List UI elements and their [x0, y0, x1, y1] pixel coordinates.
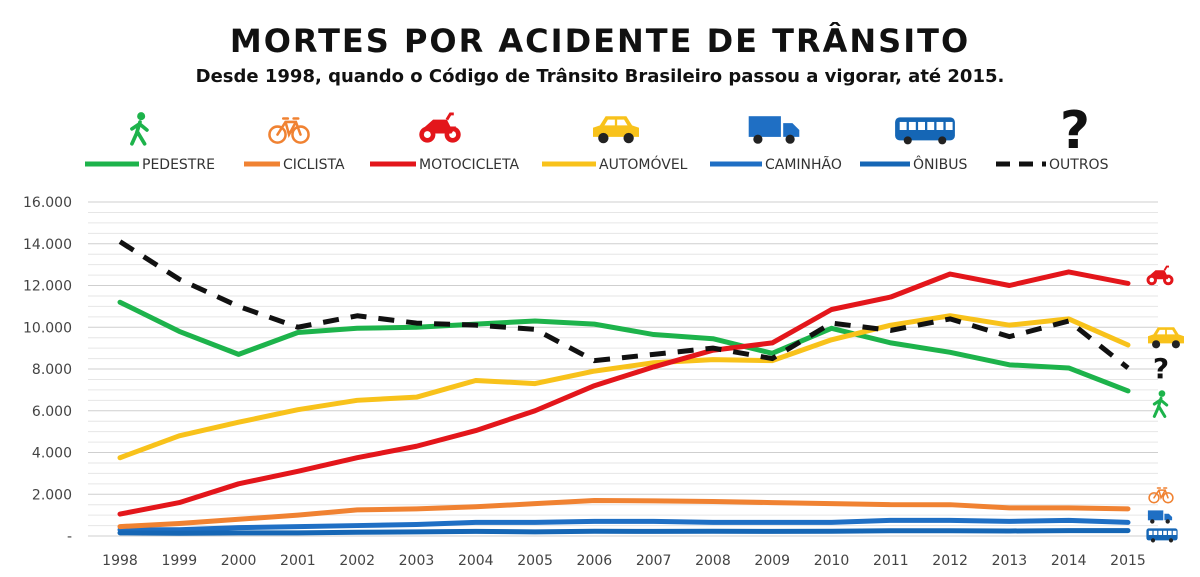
y-tick-label: 10.000	[23, 320, 72, 336]
x-tick-label: 2001	[280, 553, 316, 569]
x-tick-label: 2008	[695, 553, 731, 569]
grid	[88, 201, 1158, 537]
x-tick-label: 2012	[932, 553, 968, 569]
x-tick-label: 2002	[339, 553, 375, 569]
legend-label: CAMINHÃO	[765, 156, 842, 173]
series-line-pedestre	[117, 299, 1131, 394]
legend: PEDESTRE CICLISTA MOTOCICLETA AUTOMÓVEL CAMI…	[85, 101, 1109, 173]
x-tick-label: 1998	[102, 553, 138, 569]
bus-icon	[895, 117, 955, 145]
legend-label: MOTOCICLETA	[419, 157, 519, 173]
x-axis: 1998 1999 2000 2001 2002 2003 2004 2005 2006 2007…	[102, 553, 1146, 569]
bicycle-icon	[268, 117, 310, 144]
x-tick-label: 1999	[161, 553, 197, 569]
legend-label: OUTROS	[1049, 157, 1109, 173]
chart-subtitle: Desde 1998, quando o Código de Trânsito …	[196, 66, 1005, 87]
x-tick-label: 2015	[1110, 553, 1146, 569]
x-tick-label: 2014	[1051, 553, 1087, 569]
question-mark-icon: ?	[1060, 101, 1090, 161]
legend-label: ÔNIBUS	[913, 155, 967, 173]
bicycle-icon	[1148, 487, 1174, 504]
end-icons: ?	[1146, 265, 1184, 543]
svg-text:?: ?	[1153, 352, 1169, 385]
x-tick-label: 2009	[754, 553, 790, 569]
truck-icon	[1147, 510, 1173, 524]
car-icon	[593, 116, 639, 144]
legend-label: PEDESTRE	[142, 157, 215, 173]
series-line-outros	[118, 239, 1130, 370]
x-tick-label: 2007	[636, 553, 672, 569]
pedestrian-icon	[1152, 390, 1169, 418]
x-tick-label: 2005	[517, 553, 553, 569]
legend-item-caminhão: CAMINHÃO	[710, 116, 842, 173]
y-axis: - 2.000 4.000 6.000 8.000 10.000 12.000 14.000 1…	[23, 195, 72, 545]
x-tick-label: 2004	[458, 553, 494, 569]
y-tick-label: 14.000	[23, 237, 72, 253]
x-tick-label: 2000	[221, 553, 257, 569]
x-tick-label: 2013	[992, 553, 1028, 569]
motorcycle-icon	[1146, 265, 1174, 286]
series-line-caminhão	[117, 517, 1131, 533]
x-tick-label: 2011	[873, 553, 909, 569]
x-tick-label: 2010	[814, 553, 850, 569]
legend-item-ciclista: CICLISTA	[244, 117, 345, 173]
legend-label: AUTOMÓVEL	[599, 155, 688, 173]
y-tick-label: 8.000	[32, 362, 72, 378]
legend-item-pedestre: PEDESTRE	[85, 112, 215, 173]
y-tick-label: 4.000	[32, 446, 72, 462]
legend-item-outros: OUTROS?	[996, 101, 1109, 173]
y-tick-label: 6.000	[32, 404, 72, 420]
y-tick-label: 2.000	[32, 487, 72, 503]
legend-item-motocicleta: MOTOCICLETA	[370, 112, 519, 173]
legend-label: CICLISTA	[283, 157, 345, 173]
truck-icon	[748, 116, 800, 144]
chart-title: MORTES POR ACIDENTE DE TRÂNSITO	[230, 22, 970, 60]
series-line-automóvel	[117, 313, 1131, 461]
legend-item-ônibus: ÔNIBUS	[860, 117, 967, 173]
pedestrian-icon	[130, 112, 149, 146]
svg-text:?: ?	[1060, 101, 1090, 161]
x-tick-label: 2003	[399, 553, 435, 569]
bus-icon	[1146, 528, 1178, 543]
series-line-motocicleta	[117, 269, 1131, 517]
car-icon	[1148, 327, 1184, 349]
legend-item-automóvel: AUTOMÓVEL	[542, 116, 688, 173]
x-tick-label: 2006	[577, 553, 613, 569]
series-line-ônibus	[117, 528, 1131, 536]
y-tick-label: 16.000	[23, 195, 72, 211]
y-tick-label: 12.000	[23, 279, 72, 295]
motorcycle-icon	[419, 112, 461, 143]
y-tick-label: -	[67, 529, 72, 545]
series-line-ciclista	[117, 498, 1131, 530]
question-mark-icon: ?	[1153, 352, 1169, 385]
series-lines	[117, 239, 1131, 536]
